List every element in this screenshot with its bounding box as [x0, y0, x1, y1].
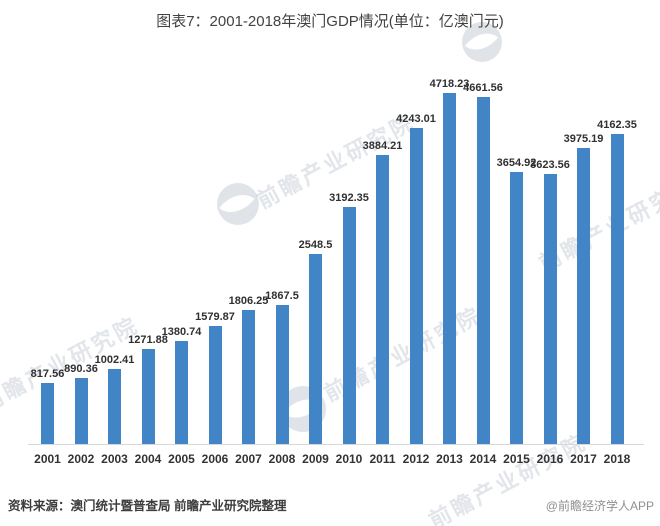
- bar-2011: [376, 155, 389, 444]
- bar-2002: [74, 377, 88, 444]
- bar-2001: [41, 383, 54, 444]
- x-tick-2007: 2007: [235, 452, 262, 466]
- x-tick-2013: 2013: [436, 452, 463, 466]
- value-label-2001: 817.56: [30, 368, 65, 381]
- x-tick-2008: 2008: [268, 452, 296, 466]
- x-tick-2006: 2006: [201, 452, 229, 466]
- x-tick-2011: 2011: [369, 452, 396, 466]
- bar-2010: [342, 206, 356, 444]
- source-note: 资料来源：澳门统计暨普查局 前瞻产业研究院整理: [8, 499, 287, 513]
- x-tick-2003: 2003: [101, 452, 128, 466]
- credit-note: @前瞻经济学人APP: [545, 499, 654, 513]
- value-label-2013: 4718.23: [429, 78, 470, 90]
- value-label-2018: 4162.35: [597, 119, 637, 132]
- value-label-2002: 890.36: [64, 362, 98, 375]
- x-tick-2014: 2014: [469, 452, 497, 466]
- bar-2006: [208, 326, 222, 444]
- value-label-2003: 1002.41: [94, 354, 135, 367]
- x-axis-line: [28, 444, 644, 445]
- x-tick-2002: 2002: [67, 452, 95, 466]
- value-label-2016: 3623.56: [530, 159, 570, 172]
- bar-2005: [175, 341, 188, 444]
- value-label-2010: 3192.35: [329, 191, 369, 204]
- x-tick-2001: 2001: [34, 452, 61, 466]
- x-tick-2005: 2005: [168, 452, 195, 466]
- x-tick-2018: 2018: [603, 452, 631, 466]
- value-label-2014: 4661.56: [463, 82, 503, 95]
- x-tick-2016: 2016: [536, 452, 564, 466]
- x-tick-2015: 2015: [503, 452, 530, 466]
- x-tick-2012: 2012: [402, 452, 430, 466]
- bar-2009: [309, 254, 322, 444]
- x-tick-2004: 2004: [134, 452, 162, 466]
- value-label-2008: 1867.5: [265, 290, 299, 303]
- value-label-2011: 3884.21: [362, 140, 403, 153]
- value-label-2006: 1579.87: [195, 311, 235, 324]
- value-label-2009: 2548.5: [298, 239, 333, 252]
- bar-2016: [543, 174, 557, 444]
- bar-2004: [141, 349, 155, 444]
- bar-2003: [108, 369, 121, 444]
- x-tick-2017: 2017: [570, 452, 597, 466]
- value-label-2005: 1380.74: [161, 326, 202, 339]
- bar-2013: [443, 93, 456, 444]
- bar-2015: [510, 172, 523, 444]
- chart-title: 图表7：2001-2018年澳门GDP情况(单位：亿澳门元): [156, 13, 504, 30]
- bar-2018: [610, 134, 624, 444]
- bar-2017: [577, 148, 590, 444]
- value-label-2017: 3975.19: [563, 133, 604, 146]
- value-label-2015: 3654.92: [496, 157, 537, 170]
- bar-2012: [409, 128, 423, 444]
- plot-area: 817.56 890.36 1002.41 1271.88 1380.74 1579.87…: [0, 60, 660, 444]
- x-tick-2010: 2010: [335, 452, 363, 466]
- value-label-2012: 4243.01: [396, 113, 436, 126]
- value-label-2004: 1271.88: [128, 334, 168, 347]
- bar-2007: [242, 309, 255, 444]
- value-label-2007: 1806.25: [228, 294, 269, 307]
- bar-2008: [275, 305, 289, 444]
- bar-2014: [476, 97, 490, 444]
- x-tick-2009: 2009: [302, 452, 329, 466]
